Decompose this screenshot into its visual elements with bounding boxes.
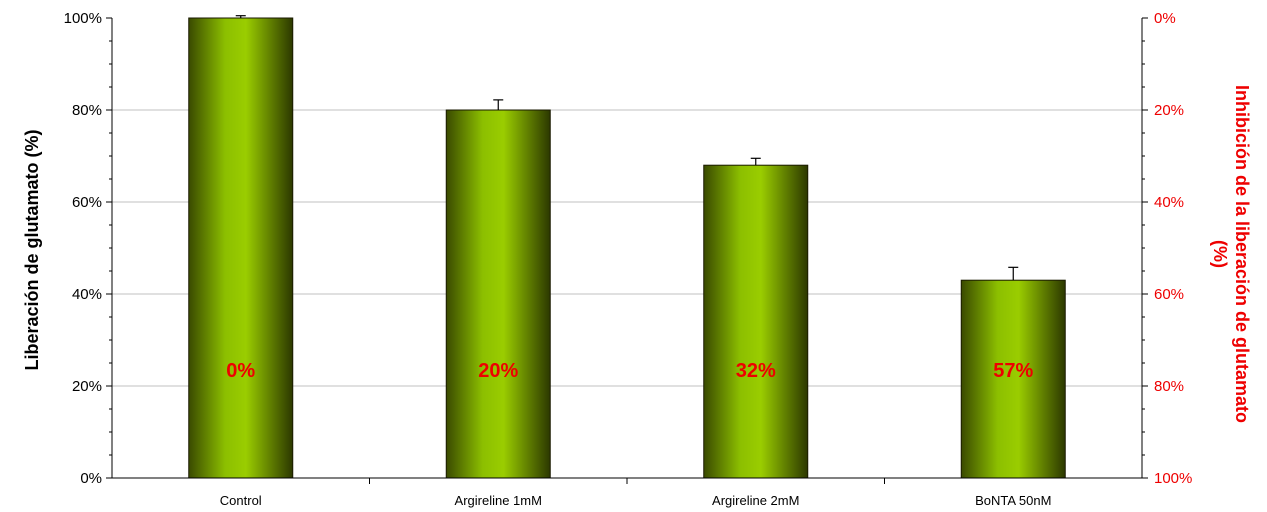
x-tick-label-1: Argireline 1mM [455,493,542,508]
y-tick-label-0: 0% [80,470,102,487]
x-tick-label-3: BoNTA 50nM [975,493,1051,508]
bar-2 [703,164,809,479]
bar-inhibition-label-3: 57% [993,360,1033,382]
labels: 0% Control 20% Argireline 1mM 32% Argireline … [64,10,1193,508]
y2-tick-label-5: 100% [1154,470,1192,487]
bar-inhibition-label-0: 0% [226,360,255,382]
y-tick-label-1: 20% [72,378,102,395]
bars [188,15,1066,479]
x-tick-label-0: Control [220,493,262,508]
y2-tick-label-4: 80% [1154,378,1184,395]
bar-0 [188,17,294,479]
y2-tick-label-3: 60% [1154,286,1184,303]
bar-inhibition-label-1: 20% [478,360,518,382]
y2-tick-label-0: 0% [1154,10,1176,27]
y2-tick-label-2: 40% [1154,194,1184,211]
y-tick-label-2: 40% [72,286,102,303]
y-axis-title: Liberación de glutamato (%) [22,129,42,370]
x-tick-label-2: Argireline 2mM [712,493,799,508]
bar-1 [445,109,551,479]
bar-inhibition-label-2: 32% [736,360,776,382]
y-tick-label-5: 100% [64,10,102,27]
y2-axis-title-line2: (%) [1210,240,1230,268]
y-tick-label-3: 60% [72,194,102,211]
y2-axis-title-line1: Inhibición de la liberación de glutamato [1232,85,1252,423]
y-tick-label-4: 80% [72,102,102,119]
y2-tick-label-1: 20% [1154,102,1184,119]
axes [106,17,1148,484]
